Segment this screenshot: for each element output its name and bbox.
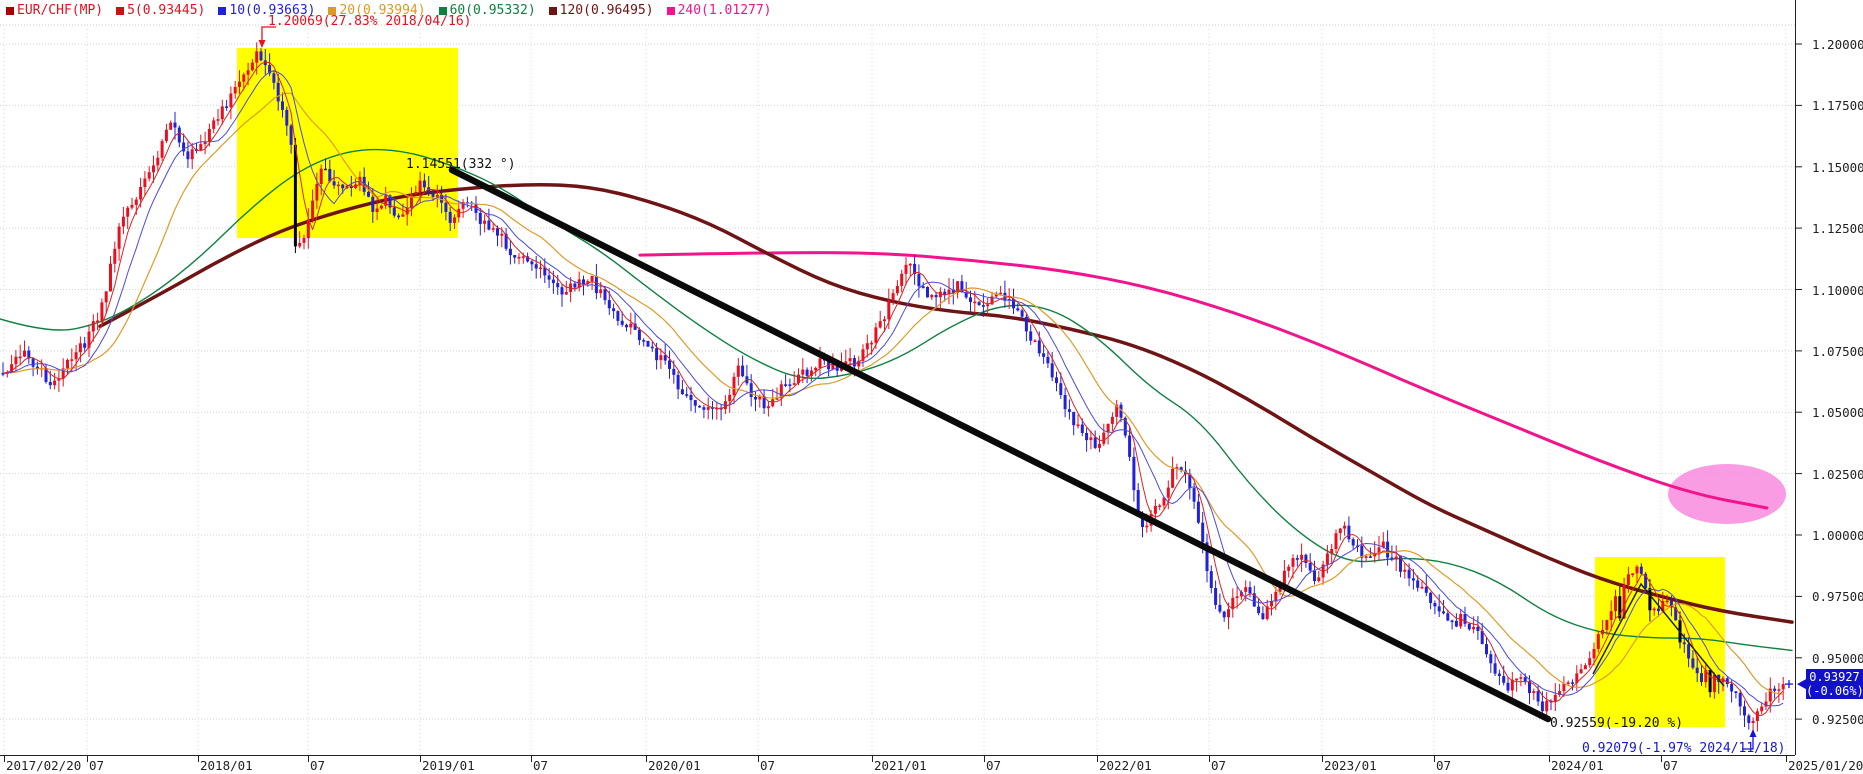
low-arrow-icon — [1749, 729, 1757, 737]
x-axis-label: 07 — [986, 758, 1002, 773]
x-axis-label: 2023/01 — [1324, 758, 1377, 773]
peak-arrow-line — [261, 26, 276, 41]
y-axis-label: 1.17500 — [1812, 98, 1863, 114]
y-axis-label: 1.20000 — [1812, 37, 1863, 52]
x-axis-label: 2021/01 — [874, 758, 927, 773]
cursor-cross-icon — [1785, 680, 1793, 689]
symbol-swatch-icon — [6, 7, 14, 15]
x-axis-label: 2019/01 — [422, 758, 475, 773]
ma20-swatch-icon — [328, 7, 337, 15]
legend-label: 20(0.93994) — [339, 3, 426, 18]
peak-arrow-icon — [258, 40, 266, 48]
y-axis-label: 1.02500 — [1812, 466, 1863, 482]
y-axis-label: 0.95000 — [1812, 650, 1863, 666]
legend-item-ma20[interactable]: 20(0.93994) — [328, 3, 426, 19]
x-axis-label: 2018/01 — [200, 758, 253, 773]
zigzag-line[interactable] — [1592, 582, 1725, 687]
legend-label: 240(1.01277) — [677, 3, 772, 18]
ma-10-line — [2, 70, 1784, 707]
legend-label: EUR/CHF(MP) — [17, 3, 104, 18]
highlight-ellipse[interactable] — [1668, 464, 1786, 524]
x-axis-label: 07 — [1663, 758, 1679, 773]
ma-120-line — [98, 183, 1794, 624]
annotation-swing-high[interactable]: 1.14551(332 °) — [406, 157, 516, 172]
y-axis-label: 1.10000 — [1812, 282, 1863, 298]
ma-240-line — [638, 251, 1769, 510]
price-marker-triangle-icon — [1797, 679, 1806, 690]
gridlines — [0, 24, 1795, 755]
x-axis-label: 2022/01 — [1099, 758, 1152, 773]
current-price-value: 0.93927 — [1809, 670, 1860, 685]
legend-label: 10(0.93663) — [229, 3, 316, 18]
y-axis-label: 0.97500 — [1812, 589, 1863, 605]
y-axis-label: 1.15000 — [1812, 159, 1863, 175]
indicator-legend: EUR/CHF(MP) 5(0.93445) 10(0.93663) 20(0.… — [6, 3, 772, 19]
annotation-peak-price[interactable]: 1.20069(27.83% 2018/04/16) — [268, 14, 472, 29]
downtrend-line[interactable] — [448, 166, 1552, 723]
x-axis-label: 07 — [760, 758, 776, 773]
ma120-swatch-icon — [548, 7, 557, 15]
y-axis-label: 1.05000 — [1812, 405, 1863, 421]
x-axis-label: 2025/01/20 — [1788, 758, 1863, 773]
x-axis-label: 07 — [89, 758, 105, 773]
ma240-swatch-icon — [666, 7, 675, 15]
annotation-recent-low[interactable]: 0.92079(-1.97% 2024/11/18) — [1582, 741, 1786, 756]
y-axis-label: 0.92500 — [1812, 712, 1863, 728]
x-axis-label: 07 — [1211, 758, 1227, 773]
low-arrow-line — [1742, 736, 1754, 750]
legend-label: 5(0.93445) — [127, 3, 206, 18]
legend-label: 120(0.96495) — [559, 3, 654, 18]
legend-item-ma60[interactable]: 60(0.95332) — [438, 3, 536, 19]
legend-item-ma10[interactable]: 10(0.93663) — [218, 3, 315, 19]
y-axis-label: 1.07500 — [1812, 343, 1863, 359]
x-axis-label: 07 — [1436, 758, 1452, 773]
axis-frame — [0, 0, 1802, 762]
legend-item-ma240[interactable]: 240(1.01277) — [666, 3, 772, 19]
y-axis-label: 1.12500 — [1812, 221, 1863, 237]
ma60-swatch-icon — [438, 7, 447, 15]
ma5-swatch-icon — [116, 7, 125, 15]
current-price-marker: 0.93927 (-0.06%) — [1806, 669, 1863, 700]
legend-item-ma5[interactable]: 5(0.93445) — [116, 3, 205, 19]
ma10-swatch-icon — [218, 7, 227, 15]
x-axis-label: 07 — [533, 758, 549, 773]
x-axis-label: 2024/01 — [1551, 758, 1604, 773]
legend-item-ma120[interactable]: 120(0.96495) — [548, 3, 654, 19]
x-axis-label: 2017/02/20 — [6, 758, 82, 773]
legend-label: 60(0.95332) — [449, 3, 536, 18]
ma-20-line — [2, 92, 1784, 695]
x-axis-label: 2020/01 — [648, 758, 701, 773]
legend-item-symbol[interactable]: EUR/CHF(MP) — [6, 3, 103, 19]
annotation-trendline-end[interactable]: 0.92559(-19.20 %) — [1550, 716, 1684, 731]
x-axis-label: 07 — [310, 758, 326, 773]
current-price-change: (-0.06%) — [1806, 684, 1863, 699]
y-axis-label: 1.00000 — [1812, 528, 1863, 543]
ma-5-line — [2, 61, 1784, 716]
